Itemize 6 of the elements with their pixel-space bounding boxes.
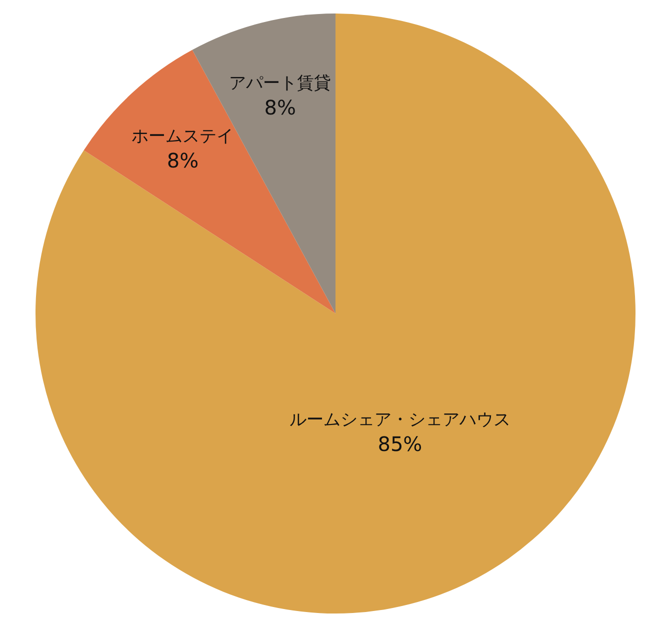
slice-label: ルームシェア・シェアハウス: [289, 410, 510, 430]
data-label: 8%: [264, 95, 296, 120]
data-label: 8%: [166, 148, 199, 172]
slice-label: アパート賃貸: [229, 73, 332, 94]
data-label: 85%: [378, 432, 422, 456]
slice-label: ホームステイ: [132, 126, 234, 146]
